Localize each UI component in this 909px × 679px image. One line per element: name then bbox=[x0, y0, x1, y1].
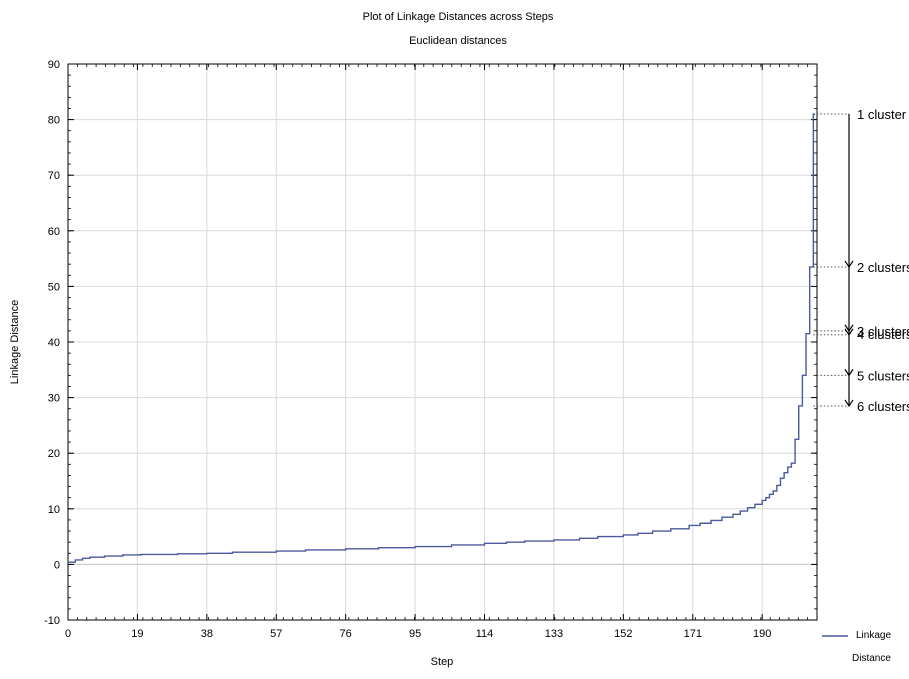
chart-title: Plot of Linkage Distances across Steps bbox=[363, 11, 554, 23]
x-tick-label: 190 bbox=[753, 628, 771, 640]
cluster-label: 2 clusters bbox=[857, 260, 909, 275]
cluster-label: 4 clusters bbox=[857, 327, 909, 342]
series-line-linkage-distance bbox=[68, 113, 816, 563]
y-tick-label: 90 bbox=[48, 59, 60, 71]
y-tick-label: 40 bbox=[48, 337, 60, 349]
y-tick-label: 50 bbox=[48, 281, 60, 293]
x-tick-label: 114 bbox=[476, 628, 494, 640]
y-tick-label: 20 bbox=[48, 448, 60, 460]
legend-label-line2: Distance bbox=[852, 653, 891, 664]
x-tick-label: 0 bbox=[65, 628, 71, 640]
x-tick-label: 152 bbox=[614, 628, 632, 640]
axis-ticks: -10 0 10 20 30 40 50 60 70 80 90 0 19 38 57 76 95 114 133 1… bbox=[44, 59, 817, 640]
cluster-label: 1 cluster bbox=[857, 107, 907, 122]
series-layer bbox=[68, 113, 816, 563]
x-tick-label: 76 bbox=[340, 628, 352, 640]
cluster-label: 6 clusters bbox=[857, 399, 909, 414]
x-tick-label: 95 bbox=[409, 628, 421, 640]
legend-label-line1: Linkage bbox=[856, 630, 891, 641]
x-tick-label: 57 bbox=[270, 628, 282, 640]
x-tick-label: 133 bbox=[545, 628, 563, 640]
chart-subtitle: Euclidean distances bbox=[409, 35, 507, 47]
gridlines bbox=[68, 64, 817, 620]
x-tick-label: 38 bbox=[201, 628, 213, 640]
cluster-label: 3 clusters bbox=[857, 324, 909, 339]
y-tick-label: 0 bbox=[54, 559, 60, 571]
y-axis-label: Linkage Distance bbox=[9, 300, 21, 384]
y-tick-label: -10 bbox=[44, 615, 60, 627]
y-tick-label: 30 bbox=[48, 393, 60, 405]
y-tick-label: 80 bbox=[48, 115, 60, 127]
y-tick-label: 60 bbox=[48, 226, 60, 238]
legend: Linkage Distance bbox=[822, 630, 891, 664]
y-tick-label: 10 bbox=[48, 504, 60, 516]
cluster-label: 5 clusters bbox=[857, 368, 909, 383]
x-axis-label: Step bbox=[431, 656, 454, 668]
x-tick-label: 19 bbox=[131, 628, 143, 640]
annotation-arrowhead bbox=[844, 399, 854, 408]
y-tick-label: 70 bbox=[48, 170, 60, 182]
x-tick-label: 171 bbox=[684, 628, 702, 640]
